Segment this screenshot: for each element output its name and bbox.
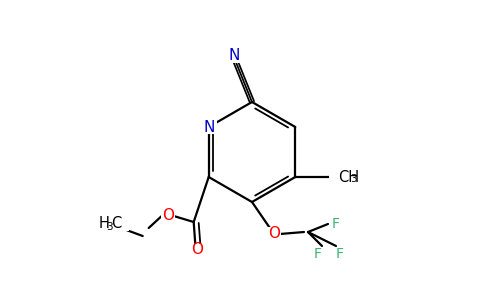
Text: 3: 3 (350, 175, 357, 184)
Bar (330, 218, 342, 230)
Text: F: F (332, 217, 340, 231)
Bar (201, 120, 217, 134)
Bar (267, 227, 281, 241)
Text: 3: 3 (106, 222, 113, 232)
Text: O: O (162, 208, 174, 224)
Text: F: F (336, 247, 344, 261)
Bar (329, 170, 361, 184)
Text: C: C (112, 217, 122, 232)
Bar (97, 217, 129, 231)
Text: O: O (268, 226, 280, 242)
Bar (226, 48, 242, 63)
Text: CH: CH (338, 169, 360, 184)
Bar (190, 244, 204, 256)
Bar (312, 248, 324, 260)
Bar (334, 248, 346, 260)
Text: O: O (191, 242, 203, 257)
Text: N: N (228, 48, 240, 63)
Text: F: F (314, 247, 322, 261)
Bar (161, 209, 175, 223)
Text: H: H (98, 217, 109, 232)
Text: N: N (203, 119, 214, 134)
